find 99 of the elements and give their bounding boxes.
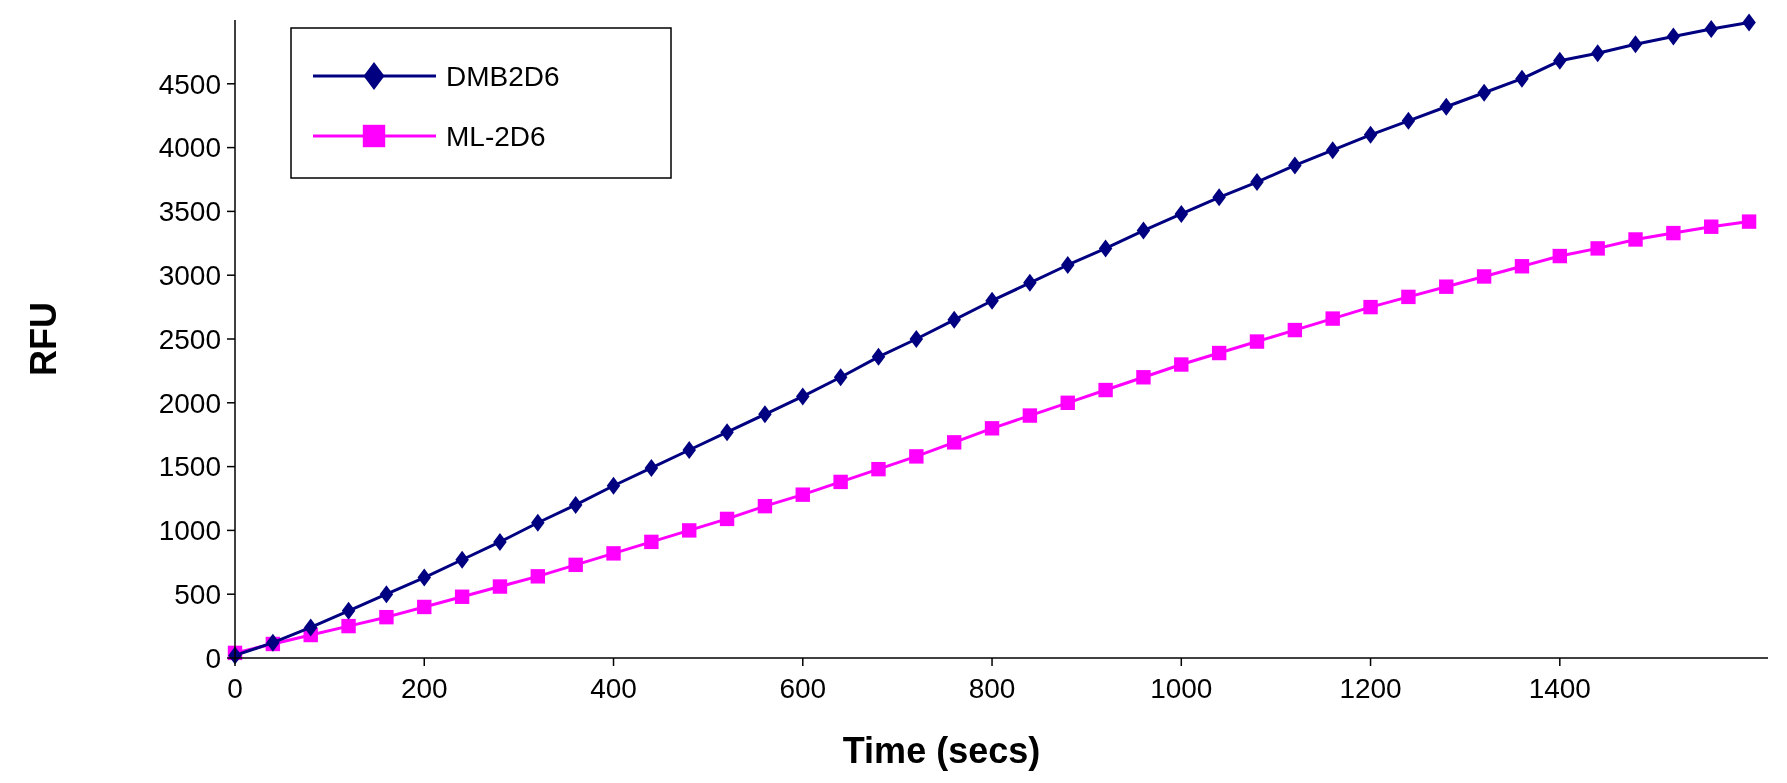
y-tick-label: 500 bbox=[174, 579, 221, 610]
point bbox=[1287, 322, 1303, 338]
point bbox=[568, 495, 583, 514]
point bbox=[1325, 311, 1340, 326]
point bbox=[417, 568, 432, 587]
point bbox=[796, 387, 810, 406]
point bbox=[1060, 395, 1075, 410]
point bbox=[1136, 221, 1151, 240]
point bbox=[1174, 204, 1189, 223]
legend-label: ML-2D6 bbox=[446, 120, 546, 152]
y-axis-title: RFU bbox=[23, 302, 64, 376]
point bbox=[455, 550, 469, 569]
point bbox=[1098, 382, 1113, 398]
point bbox=[1552, 248, 1568, 264]
x-axis-title: Time (secs) bbox=[842, 730, 1041, 771]
point bbox=[1212, 188, 1226, 207]
x-tick-label: 1200 bbox=[1339, 673, 1402, 704]
point bbox=[1553, 51, 1567, 70]
legend-label: DMB2D6 bbox=[446, 60, 560, 92]
point bbox=[1401, 111, 1416, 130]
point bbox=[606, 476, 621, 495]
point bbox=[871, 347, 886, 366]
y-tick-label: 4000 bbox=[158, 132, 221, 164]
point bbox=[1477, 83, 1491, 102]
y-tick-label: 2500 bbox=[158, 323, 221, 355]
x-tick-label: 400 bbox=[590, 673, 637, 704]
point bbox=[417, 599, 432, 615]
point bbox=[303, 618, 318, 637]
point bbox=[1741, 214, 1757, 229]
point bbox=[493, 532, 507, 551]
point bbox=[379, 585, 394, 604]
point bbox=[1060, 255, 1075, 274]
point bbox=[1098, 239, 1113, 258]
point bbox=[1325, 141, 1340, 160]
point bbox=[909, 330, 924, 348]
point bbox=[909, 449, 924, 464]
point bbox=[1666, 225, 1681, 241]
point bbox=[1628, 232, 1643, 247]
point bbox=[606, 546, 621, 561]
point bbox=[1704, 19, 1718, 38]
x-tick-label: 0 bbox=[227, 673, 243, 704]
y-tick-label: 3500 bbox=[158, 196, 221, 228]
point bbox=[758, 405, 772, 424]
point bbox=[947, 310, 961, 329]
point bbox=[795, 487, 810, 502]
point bbox=[1023, 273, 1037, 292]
point bbox=[871, 461, 886, 477]
point bbox=[1211, 345, 1227, 361]
point bbox=[1628, 35, 1643, 54]
point bbox=[492, 579, 508, 594]
point bbox=[1515, 69, 1529, 88]
y-tick-label: 4500 bbox=[158, 68, 221, 100]
point bbox=[1704, 219, 1719, 234]
point bbox=[1439, 97, 1454, 116]
x-tick-label: 800 bbox=[968, 673, 1016, 704]
y-tick-label: 3000 bbox=[158, 260, 221, 291]
x-tick-label: 1000 bbox=[1150, 673, 1213, 704]
point bbox=[1476, 269, 1492, 284]
point bbox=[568, 557, 583, 573]
point bbox=[985, 291, 999, 310]
x-tick-label: 1400 bbox=[1528, 673, 1591, 704]
point bbox=[833, 368, 848, 387]
point bbox=[341, 601, 356, 620]
point bbox=[1666, 27, 1681, 46]
x-tick-label: 200 bbox=[400, 673, 448, 704]
point bbox=[454, 589, 470, 604]
point bbox=[833, 474, 848, 490]
point bbox=[1363, 125, 1378, 144]
point bbox=[1136, 370, 1151, 385]
point bbox=[1174, 357, 1189, 372]
point bbox=[1590, 241, 1605, 256]
y-tick-label: 0 bbox=[205, 642, 221, 674]
x-tick-label: 600 bbox=[779, 673, 827, 704]
point bbox=[530, 569, 546, 584]
point bbox=[720, 423, 734, 442]
point bbox=[644, 458, 659, 477]
point bbox=[1590, 44, 1605, 63]
y-tick-label: 1500 bbox=[158, 451, 221, 483]
point bbox=[1288, 156, 1302, 175]
point bbox=[379, 609, 394, 625]
point bbox=[682, 523, 697, 538]
point bbox=[1742, 13, 1756, 32]
point bbox=[1363, 299, 1378, 315]
point bbox=[1249, 334, 1265, 349]
point bbox=[946, 435, 962, 450]
point bbox=[531, 513, 545, 532]
point bbox=[1250, 173, 1264, 192]
point bbox=[644, 534, 659, 550]
y-tick-label: 1000 bbox=[158, 515, 221, 547]
point bbox=[757, 498, 773, 514]
y-tick-label: 2000 bbox=[158, 387, 221, 419]
point bbox=[682, 441, 696, 460]
point bbox=[1401, 289, 1416, 305]
point bbox=[1439, 279, 1454, 294]
point bbox=[1022, 408, 1038, 423]
point bbox=[1514, 259, 1530, 274]
point bbox=[719, 511, 735, 527]
point bbox=[984, 421, 1000, 436]
point bbox=[341, 618, 356, 634]
